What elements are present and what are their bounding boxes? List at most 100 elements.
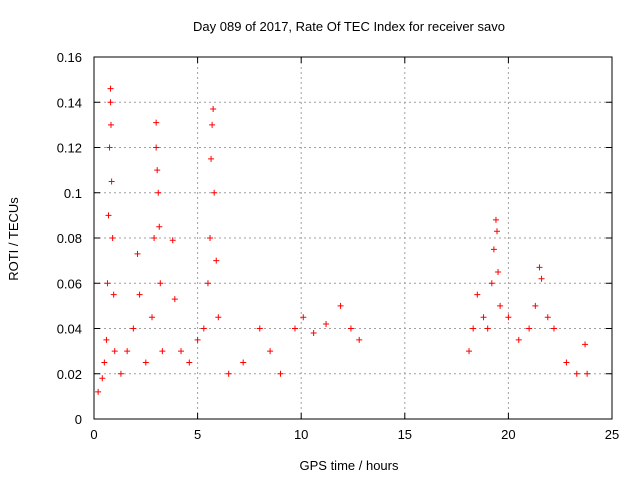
- data-point: [497, 302, 504, 309]
- data-point: [171, 296, 178, 303]
- data-point: [111, 348, 118, 355]
- data-point: [124, 348, 131, 355]
- data-point: [95, 388, 102, 395]
- data-point: [110, 291, 117, 298]
- y-tick-label: 0.16: [57, 50, 82, 65]
- data-point: [154, 167, 161, 174]
- data-point: [153, 119, 160, 126]
- data-point: [310, 330, 317, 337]
- data-point: [149, 314, 156, 321]
- x-tick-label: 5: [194, 427, 201, 442]
- data-point: [356, 336, 363, 343]
- data-point: [103, 336, 110, 343]
- data-point: [151, 235, 158, 241]
- data-point: [515, 336, 522, 343]
- data-point: [240, 359, 247, 366]
- data-point: [492, 216, 499, 223]
- data-point: [323, 320, 330, 327]
- data-point: [211, 189, 218, 196]
- data-point: [156, 223, 163, 230]
- data-point: [99, 375, 106, 382]
- data-point: [225, 370, 232, 377]
- data-point: [207, 235, 214, 241]
- grid-lines: [94, 57, 612, 419]
- data-point: [104, 280, 111, 287]
- data-point: [550, 325, 557, 332]
- data-point: [466, 348, 473, 355]
- data-point: [474, 291, 481, 298]
- data-point: [490, 246, 497, 253]
- data-point: [538, 275, 545, 282]
- data-point: [194, 336, 201, 343]
- data-point: [470, 325, 477, 332]
- data-point: [213, 257, 220, 264]
- data-point: [256, 325, 263, 332]
- data-point: [215, 314, 222, 321]
- data-point: [544, 314, 551, 321]
- data-point: [488, 280, 495, 287]
- data-point: [109, 235, 116, 241]
- x-tick-label: 0: [90, 427, 97, 442]
- data-point: [134, 250, 141, 257]
- y-tick-label: 0.08: [57, 231, 82, 246]
- data-point: [159, 348, 166, 355]
- data-point: [582, 341, 589, 348]
- data-point: [480, 314, 487, 321]
- y-tick-label: 0.04: [57, 322, 82, 337]
- data-point: [573, 370, 580, 377]
- data-point: [495, 268, 502, 275]
- data-point: [300, 314, 307, 321]
- data-point: [178, 348, 185, 355]
- chart-title: Day 089 of 2017, Rate Of TEC Index for r…: [193, 19, 505, 34]
- data-point: [204, 280, 211, 287]
- data-point: [136, 291, 143, 298]
- data-point: [106, 144, 113, 151]
- data-point: [484, 325, 491, 332]
- data-point: [536, 264, 543, 271]
- data-point: [208, 155, 215, 162]
- x-tick-label: 20: [501, 427, 515, 442]
- data-points: [95, 85, 591, 395]
- data-point: [505, 314, 512, 321]
- y-tick-label: 0.06: [57, 276, 82, 291]
- data-point: [347, 325, 354, 332]
- data-point: [101, 359, 108, 366]
- y-tick-label: 0.02: [57, 367, 82, 382]
- y-tick-label: 0.14: [57, 95, 82, 110]
- data-point: [532, 302, 539, 309]
- y-tick-label: 0.12: [57, 141, 82, 156]
- data-point: [157, 280, 164, 287]
- axis-ticks: 0 5 10 15 20 25 0 0.02 0.04 0.06 0.08 0.1 0.12 0.14 0.…: [57, 50, 620, 442]
- data-point: [584, 370, 591, 377]
- y-axis-label: ROTI / TECUs: [6, 197, 21, 281]
- data-point: [117, 370, 124, 377]
- data-point: [494, 228, 501, 235]
- data-point: [107, 99, 114, 106]
- data-point: [200, 325, 207, 332]
- data-point: [107, 85, 114, 92]
- data-point: [105, 212, 112, 219]
- data-point: [186, 359, 193, 366]
- data-point: [210, 106, 217, 113]
- y-tick-label: 0: [75, 412, 82, 427]
- data-point: [291, 325, 298, 332]
- data-point: [108, 178, 115, 185]
- data-point: [563, 359, 570, 366]
- data-point: [153, 144, 160, 151]
- data-point: [267, 348, 274, 355]
- data-point: [169, 237, 176, 244]
- data-point: [526, 325, 533, 332]
- data-point: [277, 370, 284, 377]
- x-tick-label: 10: [294, 427, 308, 442]
- data-point: [337, 302, 344, 309]
- data-point: [142, 359, 149, 366]
- data-point: [155, 189, 162, 196]
- y-tick-label: 0.1: [64, 186, 82, 201]
- x-tick-label: 25: [605, 427, 619, 442]
- data-point: [107, 121, 114, 128]
- x-axis-label: GPS time / hours: [300, 458, 399, 473]
- data-point: [209, 121, 216, 128]
- x-tick-label: 15: [398, 427, 412, 442]
- data-point: [130, 325, 137, 332]
